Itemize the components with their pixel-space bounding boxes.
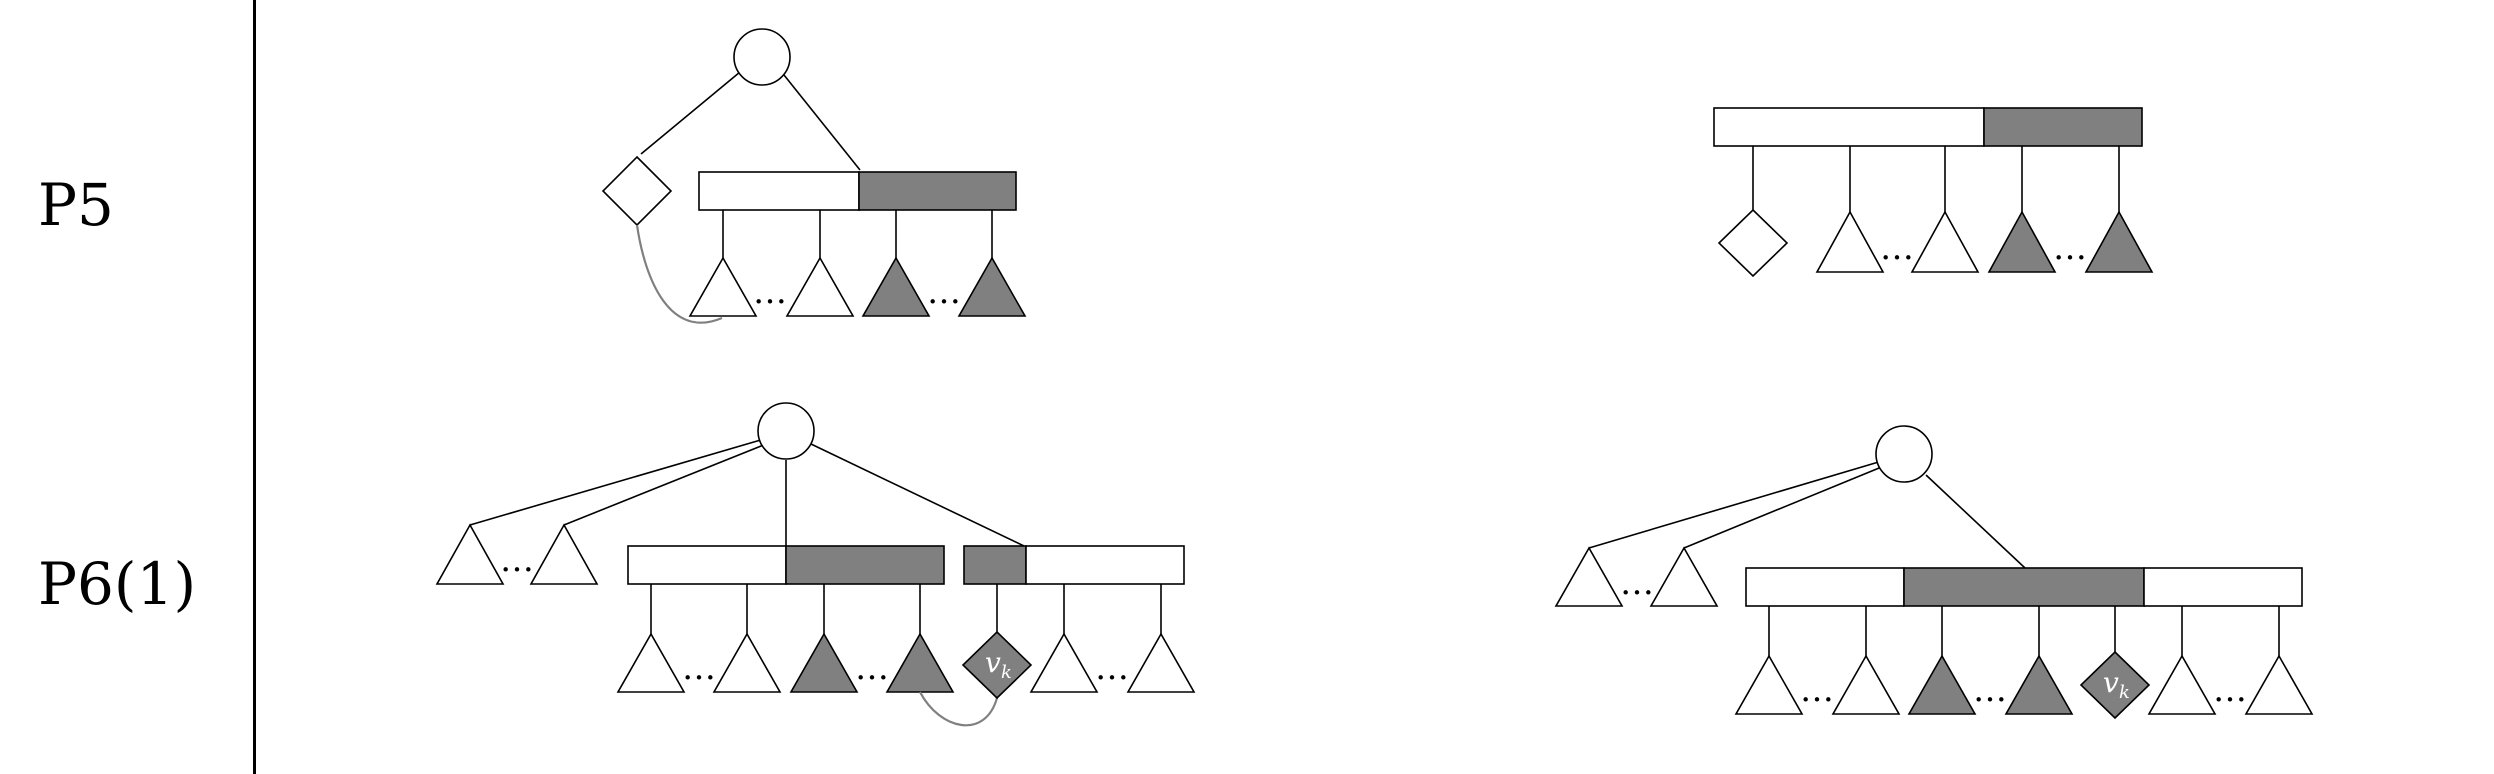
triangle-light [435,523,505,585]
ellipsis: … [753,272,787,312]
bar-dark-segment [963,545,1027,585]
ellipsis: … [1095,648,1129,688]
diamond-node [1717,208,1789,278]
triangle-light [688,256,758,317]
bar-light-segment [2143,567,2303,607]
p5-left-diagram [601,28,1027,324]
ellipsis: … [682,648,716,688]
edge [783,74,861,171]
bar-light-segment [627,545,787,585]
triangle-light [785,256,855,317]
edge [1683,465,1885,549]
ellipsis: … [927,272,961,312]
triangle-light [1126,632,1196,693]
edge [640,71,741,155]
edge [810,443,1025,547]
vk-label-sub: k [1001,662,1012,683]
triangle-light [1831,654,1901,715]
ellipsis: … [2213,670,2247,710]
edge [563,443,767,526]
vk-diamond-node [2079,650,2151,720]
p6-left-diagram [435,402,1196,727]
triangle-light [1554,546,1624,607]
triangle-light [529,523,599,585]
triangle-light [1029,632,1099,693]
triangle-dark [2004,654,2074,715]
root-node-circle [733,28,791,86]
column-divider [253,0,256,774]
triangle-light [712,632,782,693]
ellipsis: … [1620,563,1654,603]
triangle-light [1910,210,1980,273]
ellipsis: … [500,540,534,580]
triangle-light [1734,654,1804,715]
curved-link [919,691,999,727]
vk-label: v k [985,646,1012,683]
edge [1588,460,1883,549]
triangle-dark [861,256,931,317]
triangle-dark [1987,210,2057,273]
edge [1925,474,2026,569]
vk-label: v k [2103,666,2130,703]
ellipsis: … [855,648,889,688]
bar-light-segment [1713,107,1985,147]
triangle-dark [789,632,859,693]
bar-light-segment [1025,545,1185,585]
p5-right-diagram [1713,107,2154,278]
triangle-dark [1907,654,1977,715]
triangle-light [2147,654,2217,715]
diamond-node [601,155,673,227]
ellipsis: … [1880,228,1914,268]
triangle-dark [957,256,1027,317]
triangle-light [1649,546,1719,607]
ellipsis: … [2053,228,2087,268]
root-node-circle [757,402,815,460]
vk-label-main: v [985,646,1001,679]
bar-light-segment [698,171,860,211]
root-node-circle [1875,425,1933,483]
triangle-light [1815,210,1885,273]
row-label-p6-1: P6(1) [38,550,197,618]
bar-dark-segment [858,171,1017,211]
bar-dark-segment [785,545,945,585]
curved-link [635,224,723,324]
vk-label-main: v [2103,666,2119,699]
bar-light-segment [1745,567,1905,607]
triangle-light [616,632,686,693]
bar-dark-segment [1903,567,2145,607]
triangle-light [2244,654,2314,715]
triangle-dark [885,632,955,693]
triangle-dark [2084,210,2154,273]
ellipsis: … [1973,670,2007,710]
edge [469,438,765,526]
row-label-p5: P5 [38,171,114,239]
ellipsis: … [1800,670,1834,710]
bar-dark-segment [1983,107,2143,147]
p6-right-diagram [1554,425,2314,720]
vk-diamond-node [961,630,1033,700]
vk-label-sub: k [2119,682,2130,703]
